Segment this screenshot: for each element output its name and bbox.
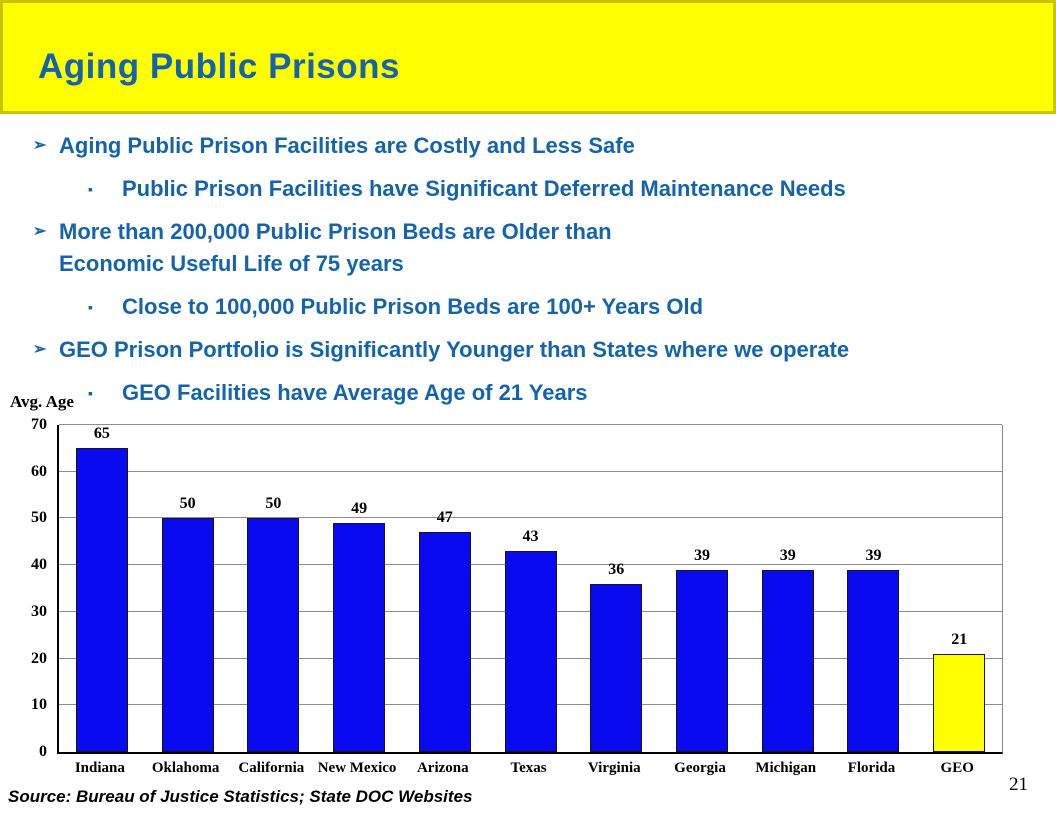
y-tick-label: 70 [31,416,47,433]
bar-virginia [590,583,643,752]
bullet-item: ▪ Public Prison Facilities have Significa… [88,173,1038,205]
bullet-item: ➢ GEO Prison Portfolio is Significantly Y… [33,334,1038,366]
x-axis-label: GEO [940,760,974,776]
bar-cell: 50 [145,425,231,752]
bar-cell: 65 [59,425,145,752]
title-banner: Aging Public Prisons [0,0,1056,114]
y-tick-label: 0 [39,743,47,760]
bar-cell: 39 [659,425,745,752]
bar-georgia [676,569,728,752]
y-tick-label: 30 [31,602,47,620]
bar-cell: 39 [745,425,831,752]
x-axis-label: Indiana [74,760,125,776]
bar-value-label: 49 [351,500,368,518]
square-bullet-icon: ▪ [88,181,93,197]
bar-value-label: 65 [93,425,110,443]
bar-cell: 39 [831,425,917,752]
bars-layer: 65 50 50 49 47 43 36 39 39 39 21 [59,425,1002,752]
gridline [59,424,1002,425]
square-bullet-icon: ▪ [88,299,93,315]
bar-oklahoma [161,518,214,752]
bar-cell: 43 [488,425,574,752]
slide-title: Aging Public Prisons [38,47,400,86]
x-axis-label: Florida [847,760,896,776]
square-bullet-icon: ▪ [88,385,93,401]
y-tick-label: 50 [31,509,47,527]
bar-texas [504,551,557,752]
bullet-text: GEO Prison Portfolio is Significantly Yo… [59,337,850,362]
x-axis-labels: Indiana Oklahoma California New Mexico Arizo… [57,760,1000,777]
y-axis-title: Avg. Age [10,392,74,411]
y-tick-label: 60 [31,462,47,480]
bar-value-label: 21 [951,630,968,648]
bar-value-label: 50 [179,495,196,513]
bar-value-label: 43 [522,528,539,546]
y-tick-label: 20 [31,649,47,667]
x-axis-label: Virginia [587,760,641,776]
y-tick-label: 10 [31,696,47,714]
bar-value-label: 39 [779,546,796,564]
bar-florida [847,569,900,752]
x-axis-label: Arizona [416,760,469,776]
bullet-text: Public Prison Facilities have Significan… [122,176,846,201]
bullet-text: Aging Public Prison Facilities are Costl… [59,133,635,158]
gridline [59,517,1002,519]
bullet-text: Close to 100,000 Public Prison Beds are … [122,294,704,319]
bullet-item: ➢ Aging Public Prison Facilities are Cost… [33,130,1038,162]
bullet-text: More than 200,000 Public Prison Beds are… [59,219,612,276]
bar-michigan [761,569,814,752]
bullet-item: ▪ Close to 100,000 Public Prison Beds are… [88,291,1038,323]
bar-cell: 47 [402,425,488,752]
bar-arizona [418,532,471,752]
x-axis-label: Georgia [674,760,726,776]
bar-new-mexico [333,523,386,752]
bullet-text: GEO Facilities have Average Age of 21 Ye… [122,380,588,405]
bar-cell: 36 [573,425,659,752]
x-axis-label: Texas [510,760,547,776]
bar-geo [933,653,986,752]
bar-cell: 49 [316,425,402,752]
bullet-list: ➢ Aging Public Prison Facilities are Cost… [33,130,1038,420]
bullet-item: ▪ GEO Facilities have Average Age of 21 Y… [88,377,1038,409]
arrow-bullet-icon: ➢ [33,341,47,358]
bar-indiana [75,448,128,752]
bar-california [247,518,300,752]
arrow-bullet-icon: ➢ [33,137,47,154]
bar-value-label: 36 [608,560,625,578]
x-axis-label: Oklahoma [151,760,220,776]
bar-value-label: 47 [436,509,453,527]
bullet-item: ➢ More than 200,000 Public Prison Beds ar… [33,216,1038,280]
gridline [59,470,1002,472]
x-axis-label: New Mexico [317,760,397,776]
y-tick-label: 40 [31,556,47,574]
plot-area: 0 10 20 30 40 50 60 70 65 50 50 49 47 43 36 39 39 39 21 [31,416,1003,760]
x-axis-label: California [238,760,305,776]
arrow-bullet-icon: ➢ [33,223,47,240]
bar-cell: 21 [916,425,1002,752]
bar-value-label: 39 [694,546,710,564]
x-axis-label: Michigan [755,760,817,776]
bar-chart: Avg. Age 0 10 20 30 40 50 60 70 65 50 50 49 47 43 36 39… [0,392,1030,792]
page-number: 21 [1009,774,1028,795]
bar-value-label: 39 [865,546,882,564]
bar-cell: 50 [230,425,316,752]
source-note: Source: Bureau of Justice Statistics; St… [8,787,473,806]
bar-value-label: 50 [265,495,282,513]
